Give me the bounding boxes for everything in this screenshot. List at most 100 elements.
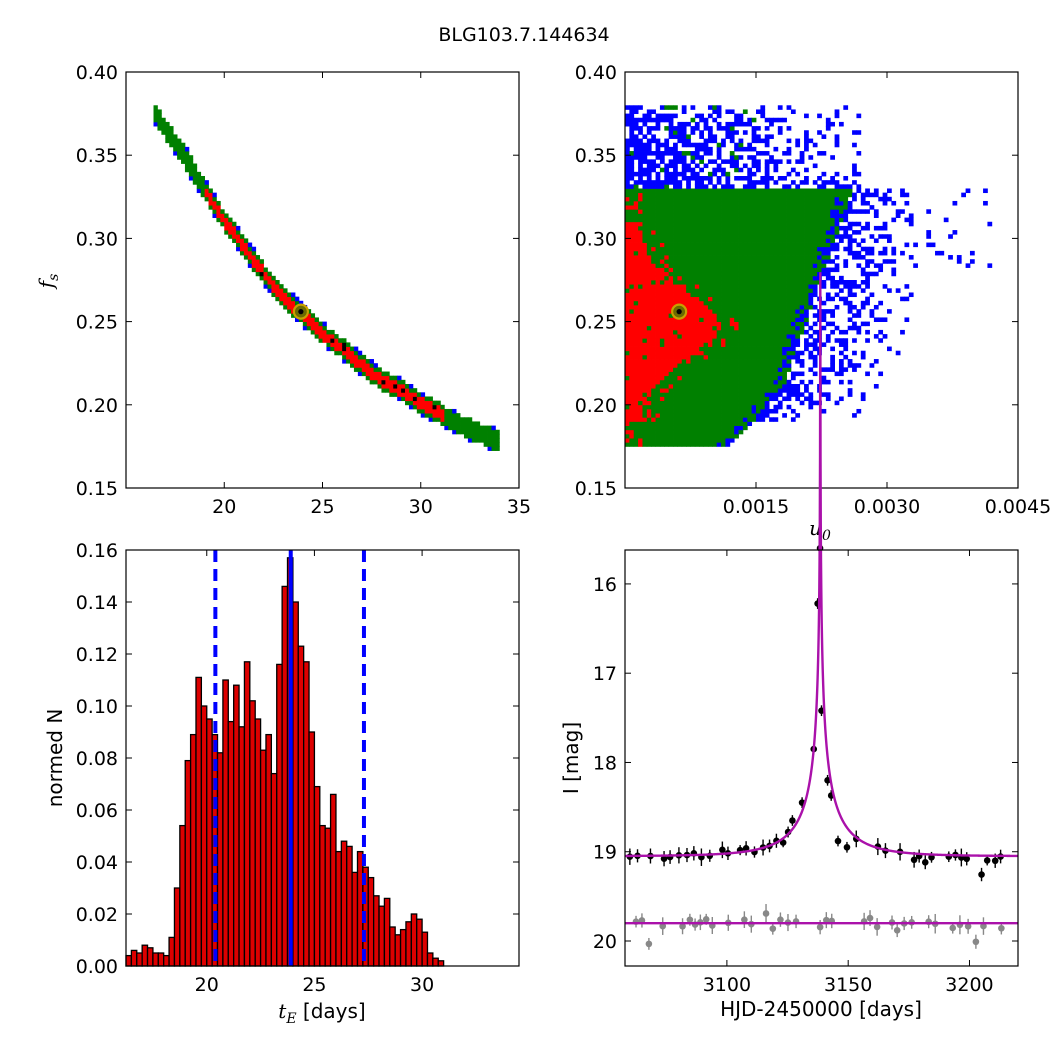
fs-vs-u0-cell (825, 234, 831, 239)
fs-vs-u0-cell (834, 263, 840, 268)
fs-vs-u0-cell (642, 384, 648, 389)
fs-vs-u0-cell (651, 363, 656, 368)
fs-vs-te-cell (279, 300, 284, 306)
fs-vs-u0-cell (638, 259, 643, 264)
fs-vs-u0-cell (821, 379, 827, 385)
fs-vs-u0-cell (690, 221, 696, 227)
fs-vs-u0-cell (646, 388, 652, 393)
fs-vs-u0-cell (721, 242, 726, 248)
fs-vs-u0-cell (668, 255, 674, 260)
fs-vs-u0-cell (664, 259, 670, 264)
fs-vs-u0-cell (716, 429, 722, 435)
fs-vs-u0-cell (646, 334, 652, 339)
fs-vs-u0-cell (694, 238, 700, 243)
fs-vs-u0-cell (694, 230, 700, 235)
fs-vs-u0-cell (777, 263, 783, 268)
fs-vs-u0-cell (699, 250, 704, 256)
fs-vs-u0-cell (821, 280, 827, 285)
fs-vs-u0-cell (751, 242, 757, 248)
fs-vs-u0-cell (795, 200, 801, 206)
fs-vs-u0-cell (629, 246, 635, 252)
fs-vs-te-cell (243, 246, 249, 252)
fs-vs-u0-cell (795, 184, 801, 189)
fs-vs-u0-cell (655, 342, 661, 347)
fs-vs-u0-cell (882, 196, 888, 202)
fs-vs-u0-cell (655, 413, 661, 418)
fs-vs-te-cell (216, 213, 221, 218)
fs-vs-u0-cell (664, 429, 670, 435)
fs-vs-u0-cell (751, 342, 757, 347)
fs-vs-u0-cell (812, 292, 818, 298)
fs-vs-u0-cell (729, 317, 735, 322)
fs-vs-u0-cell (712, 242, 718, 248)
fs-vs-u0-cell (847, 284, 853, 289)
fs-vs-u0-cell (799, 238, 805, 243)
fs-vs-u0-cell (952, 230, 958, 235)
fs-vs-u0-cell (734, 230, 739, 235)
fs-vs-u0-cell (751, 188, 757, 194)
fs-vs-u0-cell (703, 230, 709, 235)
fs-vs-u0-cell (638, 425, 643, 431)
fs-vs-te-cell (495, 429, 500, 435)
fs-vs-te-cell (232, 230, 237, 235)
fs-vs-u0-cell (629, 367, 635, 372)
fs-vs-u0-cell (751, 130, 757, 135)
fs-vs-u0-cell (838, 367, 844, 372)
fs-vs-u0-cell (681, 284, 687, 289)
fs-vs-u0-cell (725, 375, 731, 381)
fs-vs-u0-cell (751, 417, 757, 422)
fs-vs-u0-cell (638, 359, 643, 364)
fs-vs-u0-cell (655, 113, 661, 119)
fs-vs-u0-cell (860, 321, 866, 327)
fs-vs-u0-cell (694, 429, 700, 435)
fs-vs-u0-cell (760, 205, 766, 210)
fs-vs-u0-cell (869, 246, 875, 252)
lightcurve-ytick-label: 20 (593, 931, 617, 953)
fs-vs-u0-cell (751, 238, 757, 243)
fs-vs-u0-cell (673, 113, 678, 119)
fs-vs-u0-cell (852, 238, 857, 243)
fs-vs-u0-cell (734, 359, 739, 364)
fs-vs-u0-cell (747, 309, 753, 314)
fs-vs-u0-cell (795, 300, 801, 306)
fs-vs-u0-cell (681, 238, 687, 243)
fs-vs-u0-cell (642, 259, 648, 264)
fs-vs-u0-cell (651, 126, 656, 131)
fs-vs-u0-cell (633, 263, 639, 268)
fs-vs-u0-cell (703, 334, 709, 339)
fs-vs-u0-cell (707, 271, 713, 277)
fs-vs-u0-cell (638, 342, 643, 347)
fs-vs-u0-cell (751, 246, 757, 252)
fs-vs-u0-cell (690, 234, 696, 239)
fs-vs-u0-cell (686, 180, 691, 185)
fs-vs-u0-cell (651, 346, 656, 352)
fs-vs-u0-cell (681, 342, 687, 347)
fs-vs-u0-cell (651, 134, 656, 139)
fs-vs-u0-cell (808, 196, 814, 202)
fs-vs-u0-cell (625, 388, 630, 393)
fs-vs-u0-cell (799, 309, 805, 314)
fs-vs-u0-cell (729, 304, 735, 310)
fs-vs-u0-cell (777, 329, 783, 335)
fs-vs-u0-cell (756, 159, 761, 164)
fs-vs-te-cell (338, 350, 343, 356)
fs-vs-te-cell (424, 396, 430, 402)
fs-vs-te-cell (452, 429, 457, 435)
fs-vs-u0-cell (655, 121, 661, 127)
fs-vs-u0-cell (699, 209, 704, 214)
fs-vs-u0-cell (795, 267, 801, 273)
fs-vs-u0-cell (756, 217, 761, 223)
fs-vs-u0-cell (786, 280, 792, 285)
fs-vs-u0-cell (847, 225, 853, 231)
fs-vs-u0-cell (786, 146, 792, 152)
fs-vs-u0-cell (712, 238, 718, 243)
fs-vs-te-cell (255, 259, 261, 264)
fs-vs-u0-cell (625, 304, 630, 310)
fs-vs-u0-cell (817, 217, 822, 223)
fs-vs-u0-cell (760, 321, 766, 327)
fs-vs-te-cell (212, 205, 217, 210)
fs-vs-u0-cell (734, 404, 739, 410)
fs-vs-te-cell (361, 354, 367, 360)
fs-vs-te-cell (440, 413, 445, 418)
fs-vs-u0-cell (629, 317, 635, 322)
